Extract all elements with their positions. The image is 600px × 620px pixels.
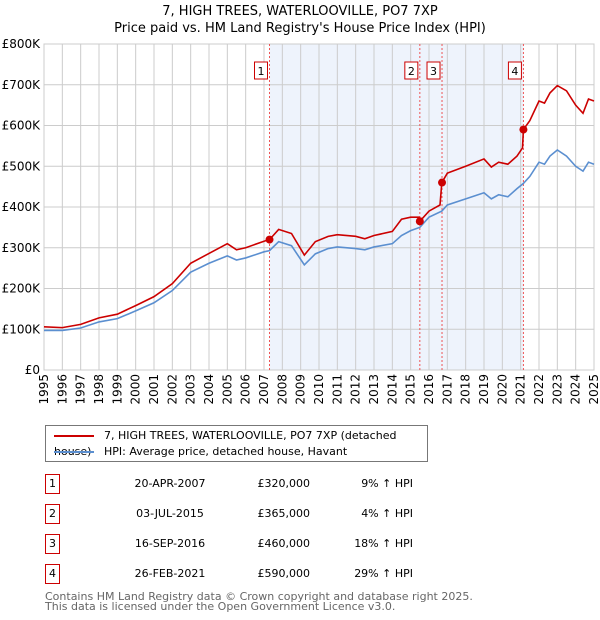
sale-date: 20-APR-2007 (134, 477, 206, 490)
legend-item-price: 7, HIGH TREES, WATERLOOVILLE, PO7 7XP (d… (54, 428, 427, 458)
sale-row-1: 1 20-APR-2007 £320,000 9% ↑ HPI (45, 474, 445, 494)
sale-label: 2 (408, 65, 415, 78)
sale-hpi: 18% ↑ HPI (354, 537, 413, 550)
sale-number: 4 (45, 564, 60, 584)
sale-label: 1 (258, 65, 265, 78)
sale-hpi: 9% ↑ HPI (361, 477, 413, 490)
x-tick-label: 2003 (184, 374, 198, 405)
footer-copyright: Contains HM Land Registry data © Crown c… (45, 590, 473, 603)
sale-label-box (404, 61, 419, 80)
x-tick-label: 2007 (257, 374, 271, 405)
plot-border (43, 43, 595, 371)
sale-label: 4 (511, 65, 518, 78)
x-tick-label: 1996 (55, 374, 69, 405)
sale-price: £365,000 (257, 507, 311, 520)
sale-row-2: 2 03-JUL-2015 £365,000 4% ↑ HPI (45, 504, 445, 524)
sale-label-box (507, 61, 522, 80)
x-tick-label: 1998 (92, 374, 106, 405)
x-tick-label: 2013 (367, 374, 381, 405)
sale-date: 16-SEP-2016 (134, 537, 206, 550)
x-tick-label: 2025 (587, 374, 600, 405)
x-tick-label: 2008 (275, 374, 289, 405)
x-tick-label: 2012 (349, 374, 363, 405)
sale-date: 03-JUL-2015 (136, 507, 204, 520)
x-tick-label: 2004 (202, 374, 216, 405)
price-line (43, 84, 595, 329)
legend: 7, HIGH TREES, WATERLOOVILLE, PO7 7XP (d… (45, 425, 428, 462)
sale-point (415, 217, 424, 226)
x-tick-label: 2009 (294, 374, 308, 405)
sale-label-box (426, 61, 441, 80)
x-tick-label: 2017 (440, 374, 454, 405)
sale-point (438, 178, 447, 187)
x-tick-label: 2021 (514, 374, 528, 405)
x-tick-label: 2016 (422, 374, 436, 405)
plot-area: £0 £100K £200K £300K £400K £500K £600K £700K £80… (2, 37, 600, 405)
x-tick-label: 1995 (37, 374, 51, 405)
sale-number: 1 (45, 474, 60, 494)
x-tick-label: 2015 (404, 374, 418, 405)
x-tick-label: 2024 (569, 374, 583, 405)
x-tick-label: 2018 (459, 374, 473, 405)
legend-item-hpi: HPI: Average price, detached house, Hava… (54, 444, 347, 460)
legend-swatch-hpi (54, 451, 94, 453)
x-tick-label: 2020 (495, 374, 509, 405)
footer-licence: This data is licensed under the Open Gov… (45, 600, 396, 613)
x-tick-label: 2019 (477, 374, 491, 405)
x-tick-label: 2006 (239, 374, 253, 405)
sale-label-box (254, 61, 268, 80)
x-tick-label: 1999 (110, 374, 124, 405)
chart-subtitle: Price paid vs. HM Land Registry's House … (114, 21, 486, 36)
chart-title: 7, HIGH TREES, WATERLOOVILLE, PO7 7XP (162, 4, 438, 19)
x-tick-label: 2023 (550, 374, 564, 405)
y-tick-label: £100K (2, 322, 42, 336)
y-tick-label: £300K (2, 241, 42, 255)
sale-number: 3 (45, 534, 60, 554)
sale-price: £320,000 (257, 477, 311, 490)
x-tick-label: 2001 (147, 374, 161, 405)
sale-price: £460,000 (257, 537, 311, 550)
legend-label-hpi: HPI: Average price, detached house, Hava… (104, 445, 348, 458)
x-tick-label: 2011 (330, 374, 344, 405)
sale-point (519, 125, 528, 134)
y-tick-label: £0 (25, 363, 40, 377)
hpi-line (44, 148, 595, 332)
y-tick-label: £800K (2, 37, 42, 51)
y-tick-label: £500K (2, 159, 42, 173)
y-tick-label: £200K (2, 282, 42, 296)
y-tick-label: £600K (2, 119, 42, 133)
y-tick-label: £400K (2, 200, 42, 214)
x-tick-label: 2005 (220, 374, 234, 405)
legend-swatch-price (54, 435, 94, 437)
x-tick-label: 2002 (165, 374, 179, 405)
sale-point (265, 235, 274, 244)
sale-date: 26-FEB-2021 (134, 567, 206, 580)
x-tick-label: 2010 (312, 374, 326, 405)
y-tick-label: £700K (2, 78, 42, 92)
sale-label: 3 (430, 65, 437, 78)
sale-hpi: 4% ↑ HPI (361, 507, 413, 520)
x-tick-label: 2000 (129, 374, 143, 405)
sale-row-4: 4 26-FEB-2021 £590,000 29% ↑ HPI (45, 564, 445, 584)
sale-price: £590,000 (257, 567, 311, 580)
sale-row-3: 3 16-SEP-2016 £460,000 18% ↑ HPI (45, 534, 445, 554)
sale-number: 2 (45, 504, 60, 524)
x-tick-label: 2014 (385, 374, 399, 405)
sale-hpi: 29% ↑ HPI (354, 567, 413, 580)
x-tick-label: 1997 (74, 374, 88, 405)
x-tick-label: 2022 (532, 374, 546, 405)
